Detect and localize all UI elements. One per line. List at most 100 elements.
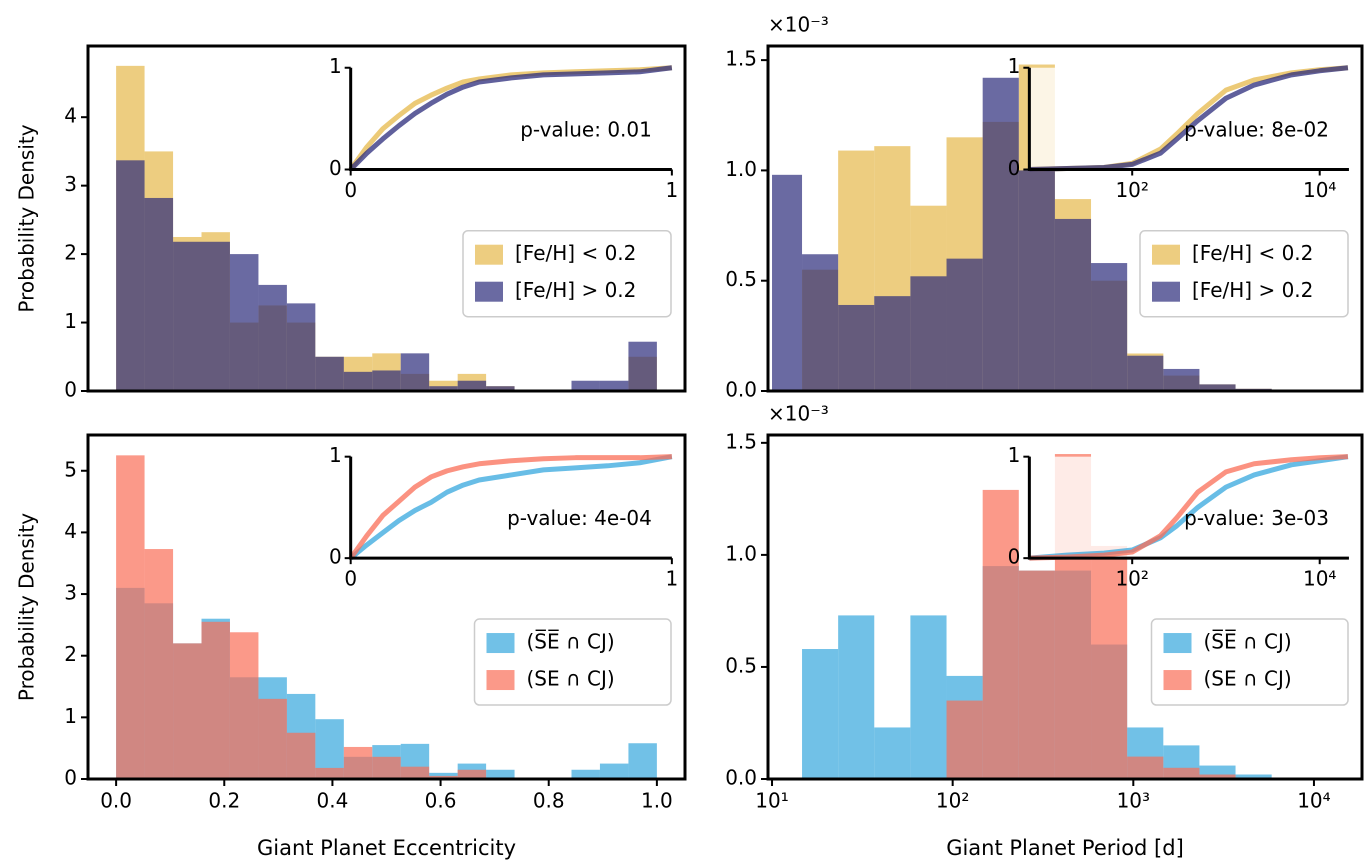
cdf-line [348,454,672,560]
cdf-line [349,454,673,561]
histogram-bar [343,746,373,779]
histogram-bar [429,386,458,391]
inset-y-tick-label: 0 [1008,156,1021,180]
y-tick-label: 4 [64,104,77,128]
bars [772,64,1272,391]
inset: 0 1 10² 10⁴ p-value: 3e-03 [1008,443,1349,591]
y-tick-label: 1.5 [725,429,757,453]
y-tick-label: 0 [64,378,77,402]
histogram-bar [315,767,344,779]
bars [116,65,657,391]
histogram-bar [286,303,316,391]
histogram-bar [802,254,839,391]
inset-x-tick-label: 10² [1115,178,1148,202]
legend-swatch [486,633,515,654]
inset-y-tick-label: 0 [1008,545,1021,569]
legend-box [473,618,672,706]
histogram-bar [1199,774,1236,779]
x-tick-label: 0.2 [208,789,240,813]
histogram-bar [201,621,230,779]
panel: 0.0 0.5 1.0 1.5 ×10⁻³ [Fe/H] < 0.2 [Fe/H] > 0.… [725,13,1364,402]
p-value-annotation: p-value: 3e-03 [1184,506,1329,530]
axes-frame [86,433,687,781]
y-tick-label: 1.5 [725,47,757,71]
histogram-bar [1127,756,1164,779]
y-tick-label: 0.5 [725,267,757,291]
legend-label: (S̅E̅ ∩ CJ) [527,629,615,654]
histogram-bar [772,174,803,391]
inset-y-tick-label: 1 [329,54,342,78]
legend-label: [Fe/H] < 0.2 [1192,241,1313,265]
histogram-bar [1018,570,1055,779]
axes-frame [766,433,1364,781]
histogram-bar [1018,170,1055,391]
histogram-bar [838,304,875,391]
histogram-bar [173,643,202,779]
x-tick-label: 0.6 [425,789,457,813]
histogram-bar [1235,774,1272,779]
legend-swatch [1152,281,1180,302]
x-axis-label: Giant Planet Eccentricity [257,836,516,860]
y-tick-label: 1 [64,704,77,728]
histogram-bar [116,160,145,391]
histogram-bar [571,380,600,391]
histogram-bar [116,455,145,779]
histogram-bar [838,615,875,779]
inset-x-tick-label: 1 [665,567,678,591]
legend-label: [Fe/H] > 0.2 [515,278,636,302]
histogram-bar [1127,355,1164,391]
histogram-bar [429,775,458,779]
inset-background [1029,456,1349,559]
y-axis-label: Probability Density [15,513,39,701]
legend-box [1139,229,1349,318]
x-tick-label: 0.0 [100,789,132,813]
legend-label: [Fe/H] < 0.2 [515,241,636,265]
histogram-bar [982,489,1019,779]
histogram-bar [1199,384,1236,391]
legend-swatch [475,281,503,302]
y-tick-label: 1.0 [725,541,757,565]
inset-x-tick-label: 10⁴ [1303,567,1336,591]
histogram-bar [144,197,174,391]
histogram-bar [802,649,839,779]
x-tick-label: 10¹ [755,789,788,813]
histogram-bar [486,386,515,391]
histogram-bar [372,370,401,391]
axis-multiplier: ×10⁻³ [768,13,829,37]
cdf-line [1029,65,1349,173]
legend-swatch [1163,633,1192,654]
p-value-annotation: p-value: 0.01 [520,117,652,141]
histogram-bar [429,380,458,391]
y-tick-label: 0 [64,766,77,790]
legend-label: [Fe/H] > 0.2 [1192,278,1313,302]
legend-box [462,229,672,318]
y-axis-label: Probability Density [15,124,39,312]
histogram-bar [1054,218,1092,391]
x-tick-label: 0.8 [533,789,565,813]
histogram-bar [946,700,983,779]
bars [116,455,657,779]
axis-multiplier: ×10⁻³ [768,402,829,426]
histogram-bar [286,732,316,779]
histogram-bar [599,380,629,391]
y-tick-label: 0.5 [725,653,757,677]
cdf-line [1029,454,1349,561]
inset: 0 1 10² 10⁴ p-value: 8e-02 [1008,54,1349,202]
histogram-bar [874,296,911,391]
legend-label: (SE ∩ CJ) [1204,667,1292,691]
histogram-bar [571,769,600,779]
panel: 0.0 0.5 1.0 1.5 10¹ 10² 10³ 10⁴ Giant Planet Per… [725,402,1364,860]
y-tick-label: 2 [64,241,77,265]
histogram-bar [173,241,202,391]
histogram-bar [874,727,911,779]
histogram-bar [400,766,430,779]
histogram-bar [229,632,259,779]
panel: 0 1 2 3 4 5 0.0 0.2 0.4 0.6 0.8 1.0 Probability Dens… [15,433,687,860]
inset-x-tick-label: 1 [665,178,678,202]
histogram-bar [1091,263,1128,391]
histogram-bar [315,356,344,391]
histogram-bar [486,769,515,779]
histogram-bar [457,769,487,779]
y-tick-label: 1 [64,309,77,333]
